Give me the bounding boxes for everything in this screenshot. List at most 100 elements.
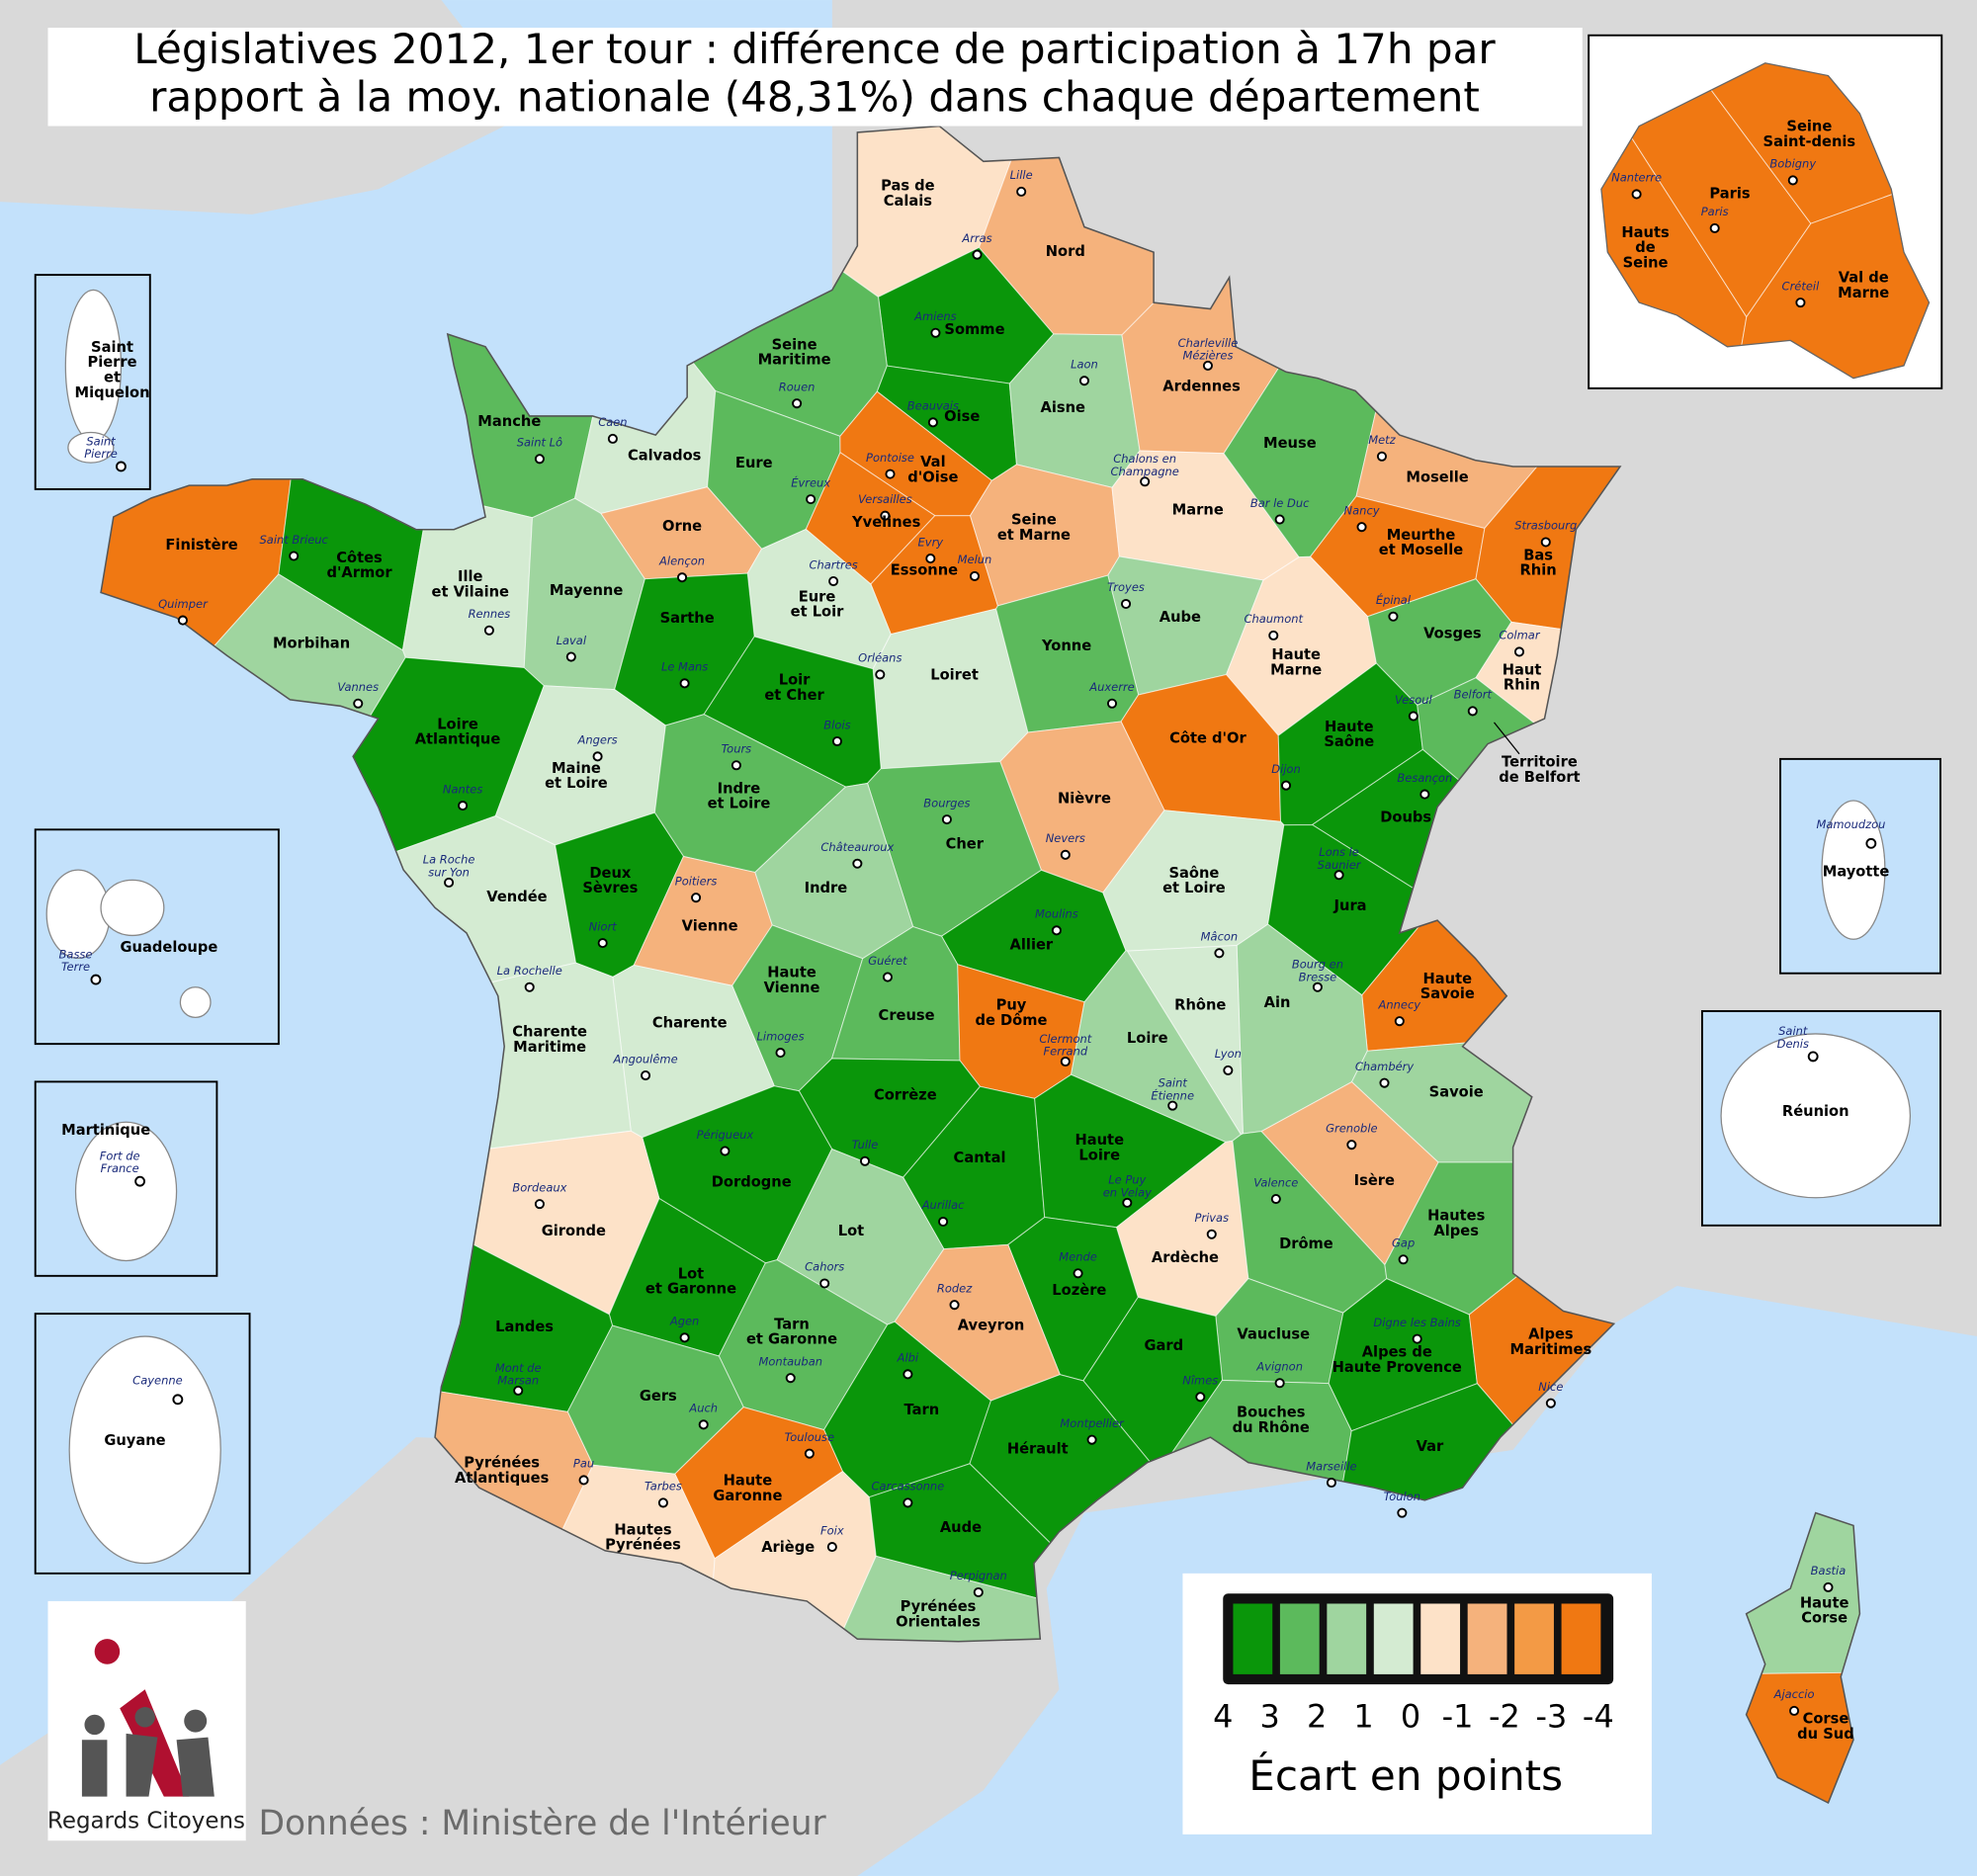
prefecture-marker — [882, 972, 893, 982]
prefecture-marker — [804, 1448, 815, 1459]
prefecture-label: La Rochelle — [497, 964, 562, 978]
legend: 4 3 2 1 0 -1 -2 -3 -4 — [1213, 1593, 1614, 1735]
prefecture-marker — [1397, 1507, 1408, 1518]
source: Données : Ministère de l'Intérieur — [258, 1804, 826, 1843]
prefecture-marker — [775, 1048, 786, 1059]
prefecture-label: Périgueux — [697, 1128, 754, 1142]
prefecture-marker — [930, 327, 941, 338]
prefecture-marker — [677, 572, 688, 583]
prefecture-marker — [1106, 698, 1118, 709]
department-label: Finistère — [165, 537, 237, 554]
department-label: Moselle — [1406, 469, 1468, 485]
prefecture-marker — [289, 551, 300, 561]
prefecture-marker — [1412, 1333, 1422, 1344]
prefecture-label: Laval — [557, 634, 587, 647]
department-label: Alpes Maritimes — [1510, 1326, 1592, 1358]
department-label: Haute Vienne — [764, 965, 820, 996]
prefecture-label: Toulon — [1384, 1490, 1420, 1503]
prefecture-label: Pontoise — [866, 451, 914, 465]
prefecture-label: Perpignan — [950, 1569, 1007, 1582]
department-label: Paris — [1709, 185, 1750, 202]
department-label: Lot — [838, 1223, 864, 1239]
department-label: Aveyron — [958, 1318, 1025, 1334]
department-label: Rhône — [1174, 997, 1226, 1014]
prefecture-label: Auch — [688, 1402, 718, 1415]
prefecture-marker — [524, 981, 535, 992]
prefecture-label: Ajaccio — [1773, 1687, 1815, 1701]
legend-swatch — [1279, 1603, 1320, 1674]
prefecture-marker — [949, 1300, 960, 1311]
prefecture-label: Châteauroux — [820, 840, 894, 854]
department-label: Allier — [1010, 936, 1054, 953]
prefecture-marker — [1398, 1254, 1409, 1265]
prefecture-label: Avignon — [1255, 1360, 1303, 1374]
prefecture-marker — [444, 877, 455, 888]
department-label: Manche — [477, 413, 541, 430]
prefecture-label: Mâcon — [1201, 930, 1239, 944]
prefecture-marker — [875, 669, 886, 680]
prefecture-marker — [679, 678, 690, 689]
prefecture-marker — [458, 801, 469, 811]
prefecture-marker — [1333, 870, 1344, 881]
prefecture-marker — [1195, 1392, 1206, 1403]
prefecture-marker — [1016, 186, 1027, 197]
prefecture-marker — [1540, 537, 1551, 548]
department-label: Seine et Marne — [997, 512, 1071, 544]
prefecture-label: Saint Lô — [517, 436, 562, 450]
prefecture-marker — [903, 1497, 913, 1508]
department-label: Vaucluse — [1237, 1326, 1310, 1343]
department-label: Gers — [640, 1388, 677, 1405]
prefecture-marker — [592, 751, 603, 762]
department-label: Isère — [1354, 1172, 1395, 1189]
department-label: Sarthe — [660, 610, 715, 627]
legend-tick-label: 2 — [1307, 1697, 1327, 1735]
prefecture-label: Cayenne — [132, 1374, 182, 1388]
prefecture-label: Tulle — [852, 1138, 879, 1151]
territory-label: Martinique — [61, 1122, 150, 1139]
department-label: Hautes Pyrénées — [605, 1521, 681, 1553]
department-label: Yvelines — [851, 514, 921, 531]
territory-label: Guadeloupe — [121, 939, 218, 956]
leader-line — [1493, 722, 1520, 755]
prefecture-marker — [1078, 376, 1089, 386]
department-label: Ain — [1264, 994, 1291, 1011]
prefecture-label: Rennes — [469, 607, 511, 621]
prefecture-label: Dijon — [1271, 762, 1301, 776]
department-label: Aube — [1160, 609, 1201, 626]
prefecture-marker — [903, 1369, 913, 1380]
prefecture-label: Aurillac — [921, 1198, 965, 1212]
island — [67, 431, 115, 464]
prefecture-label: Nice — [1538, 1380, 1563, 1394]
prefecture-marker — [1394, 1016, 1405, 1027]
prefecture-marker — [1280, 780, 1292, 791]
prefecture-label: Bastia — [1811, 1564, 1847, 1578]
department-label: Haute Saône — [1324, 719, 1374, 750]
department-label: Var — [1417, 1438, 1444, 1455]
prefecture-label: Limoges — [757, 1029, 805, 1043]
department-label: Lozère — [1052, 1282, 1106, 1299]
territory-label: Saint Pierre et Miquelon — [75, 339, 150, 401]
department-label: Tarn et Garonne — [746, 1316, 837, 1347]
prefecture-marker — [1214, 948, 1225, 959]
prefecture-label: Besançon — [1397, 771, 1452, 785]
department-label: Indre — [805, 880, 848, 896]
prefecture-label: Toulouse — [785, 1430, 834, 1444]
island — [100, 879, 165, 937]
legend-tick-label: 1 — [1353, 1697, 1373, 1735]
legend-swatch — [1467, 1603, 1507, 1674]
prefecture-marker — [1408, 711, 1418, 722]
prefecture-label: Nevers — [1046, 831, 1085, 845]
department-label: Gard — [1144, 1337, 1183, 1354]
prefecture-label: Tarbes — [645, 1480, 682, 1493]
prefecture-label: Gap — [1392, 1236, 1415, 1250]
prefecture-marker — [880, 510, 891, 521]
prefecture-label: Privas — [1194, 1211, 1229, 1225]
prefecture-marker — [852, 858, 863, 869]
prefecture-marker — [831, 735, 842, 747]
department-label: Bouches du Rhône — [1233, 1405, 1310, 1436]
prefecture-label: Clermont Ferrand — [1039, 1032, 1091, 1059]
title: rapport à la moy. nationale (48,31%) dan… — [149, 72, 1480, 121]
prefecture-marker — [607, 433, 618, 444]
prefecture-label: La Roche sur Yon — [423, 853, 475, 880]
